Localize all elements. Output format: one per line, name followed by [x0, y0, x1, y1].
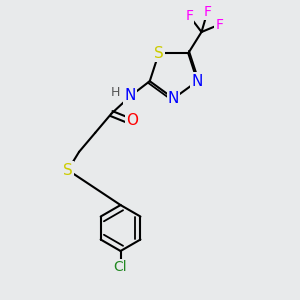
- Text: N: N: [124, 88, 136, 104]
- Text: Cl: Cl: [114, 260, 128, 274]
- Text: S: S: [154, 46, 164, 61]
- Text: F: F: [203, 5, 211, 19]
- Text: F: F: [215, 18, 223, 32]
- Text: F: F: [185, 9, 193, 23]
- Text: H: H: [111, 86, 120, 100]
- Text: N: N: [168, 91, 179, 106]
- Text: N: N: [192, 74, 203, 89]
- Text: S: S: [63, 163, 73, 178]
- Text: O: O: [126, 113, 138, 128]
